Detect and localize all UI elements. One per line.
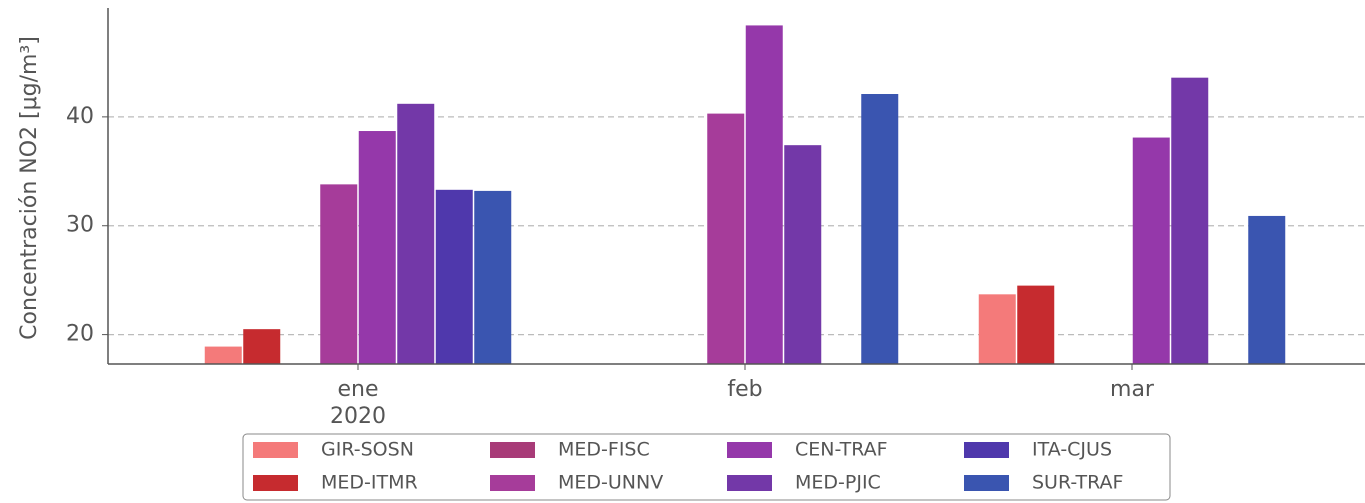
y-tick-label: 20 [66,322,94,347]
legend-swatch [964,475,1009,491]
legend-label: CEN-TRAF [795,439,888,461]
legend-label: SUR-TRAF [1032,472,1123,494]
bar [1248,215,1286,364]
bar [204,346,242,364]
x-tick-label: feb [727,377,762,402]
legend-swatch [964,442,1009,458]
bar [861,94,899,365]
legend-label: ITA-CJUS [1032,439,1112,461]
bar [435,189,473,364]
bar [474,190,512,364]
legend-label: MED-PJIC [795,472,881,494]
y-axis-label: Concentración NO2 [μg/m³] [17,36,42,340]
legend-box [242,433,1171,501]
legend-swatch [490,442,535,458]
legend-swatch [253,442,298,458]
legend-label: MED-FISC [558,439,650,461]
bar [397,103,435,364]
x-year-label: 2020 [330,404,386,429]
y-tick-label: 30 [66,213,94,238]
legend: GIR-SOSN MED-ITMR MED-FISC MED-UNNV CEN-TRAF… [242,433,1171,501]
bar [320,184,358,364]
legend-swatch [727,475,772,491]
legend-swatch [490,475,535,491]
bar [978,294,1016,364]
bar [243,329,281,364]
bar [784,145,822,364]
bar [358,131,396,364]
legend-swatch [727,442,772,458]
bar [707,113,745,364]
legend-label: MED-UNNV [558,472,663,494]
y-tick-label: 40 [66,104,94,129]
x-tick-label: mar [1110,377,1155,402]
bar [1132,137,1170,364]
bar [1171,77,1209,364]
x-tick-label: ene [337,377,378,402]
legend-label: GIR-SOSN [321,439,414,461]
legend-label: MED-ITMR [321,472,418,494]
legend-swatch [253,475,298,491]
bar [1017,285,1055,364]
bar [745,25,783,365]
